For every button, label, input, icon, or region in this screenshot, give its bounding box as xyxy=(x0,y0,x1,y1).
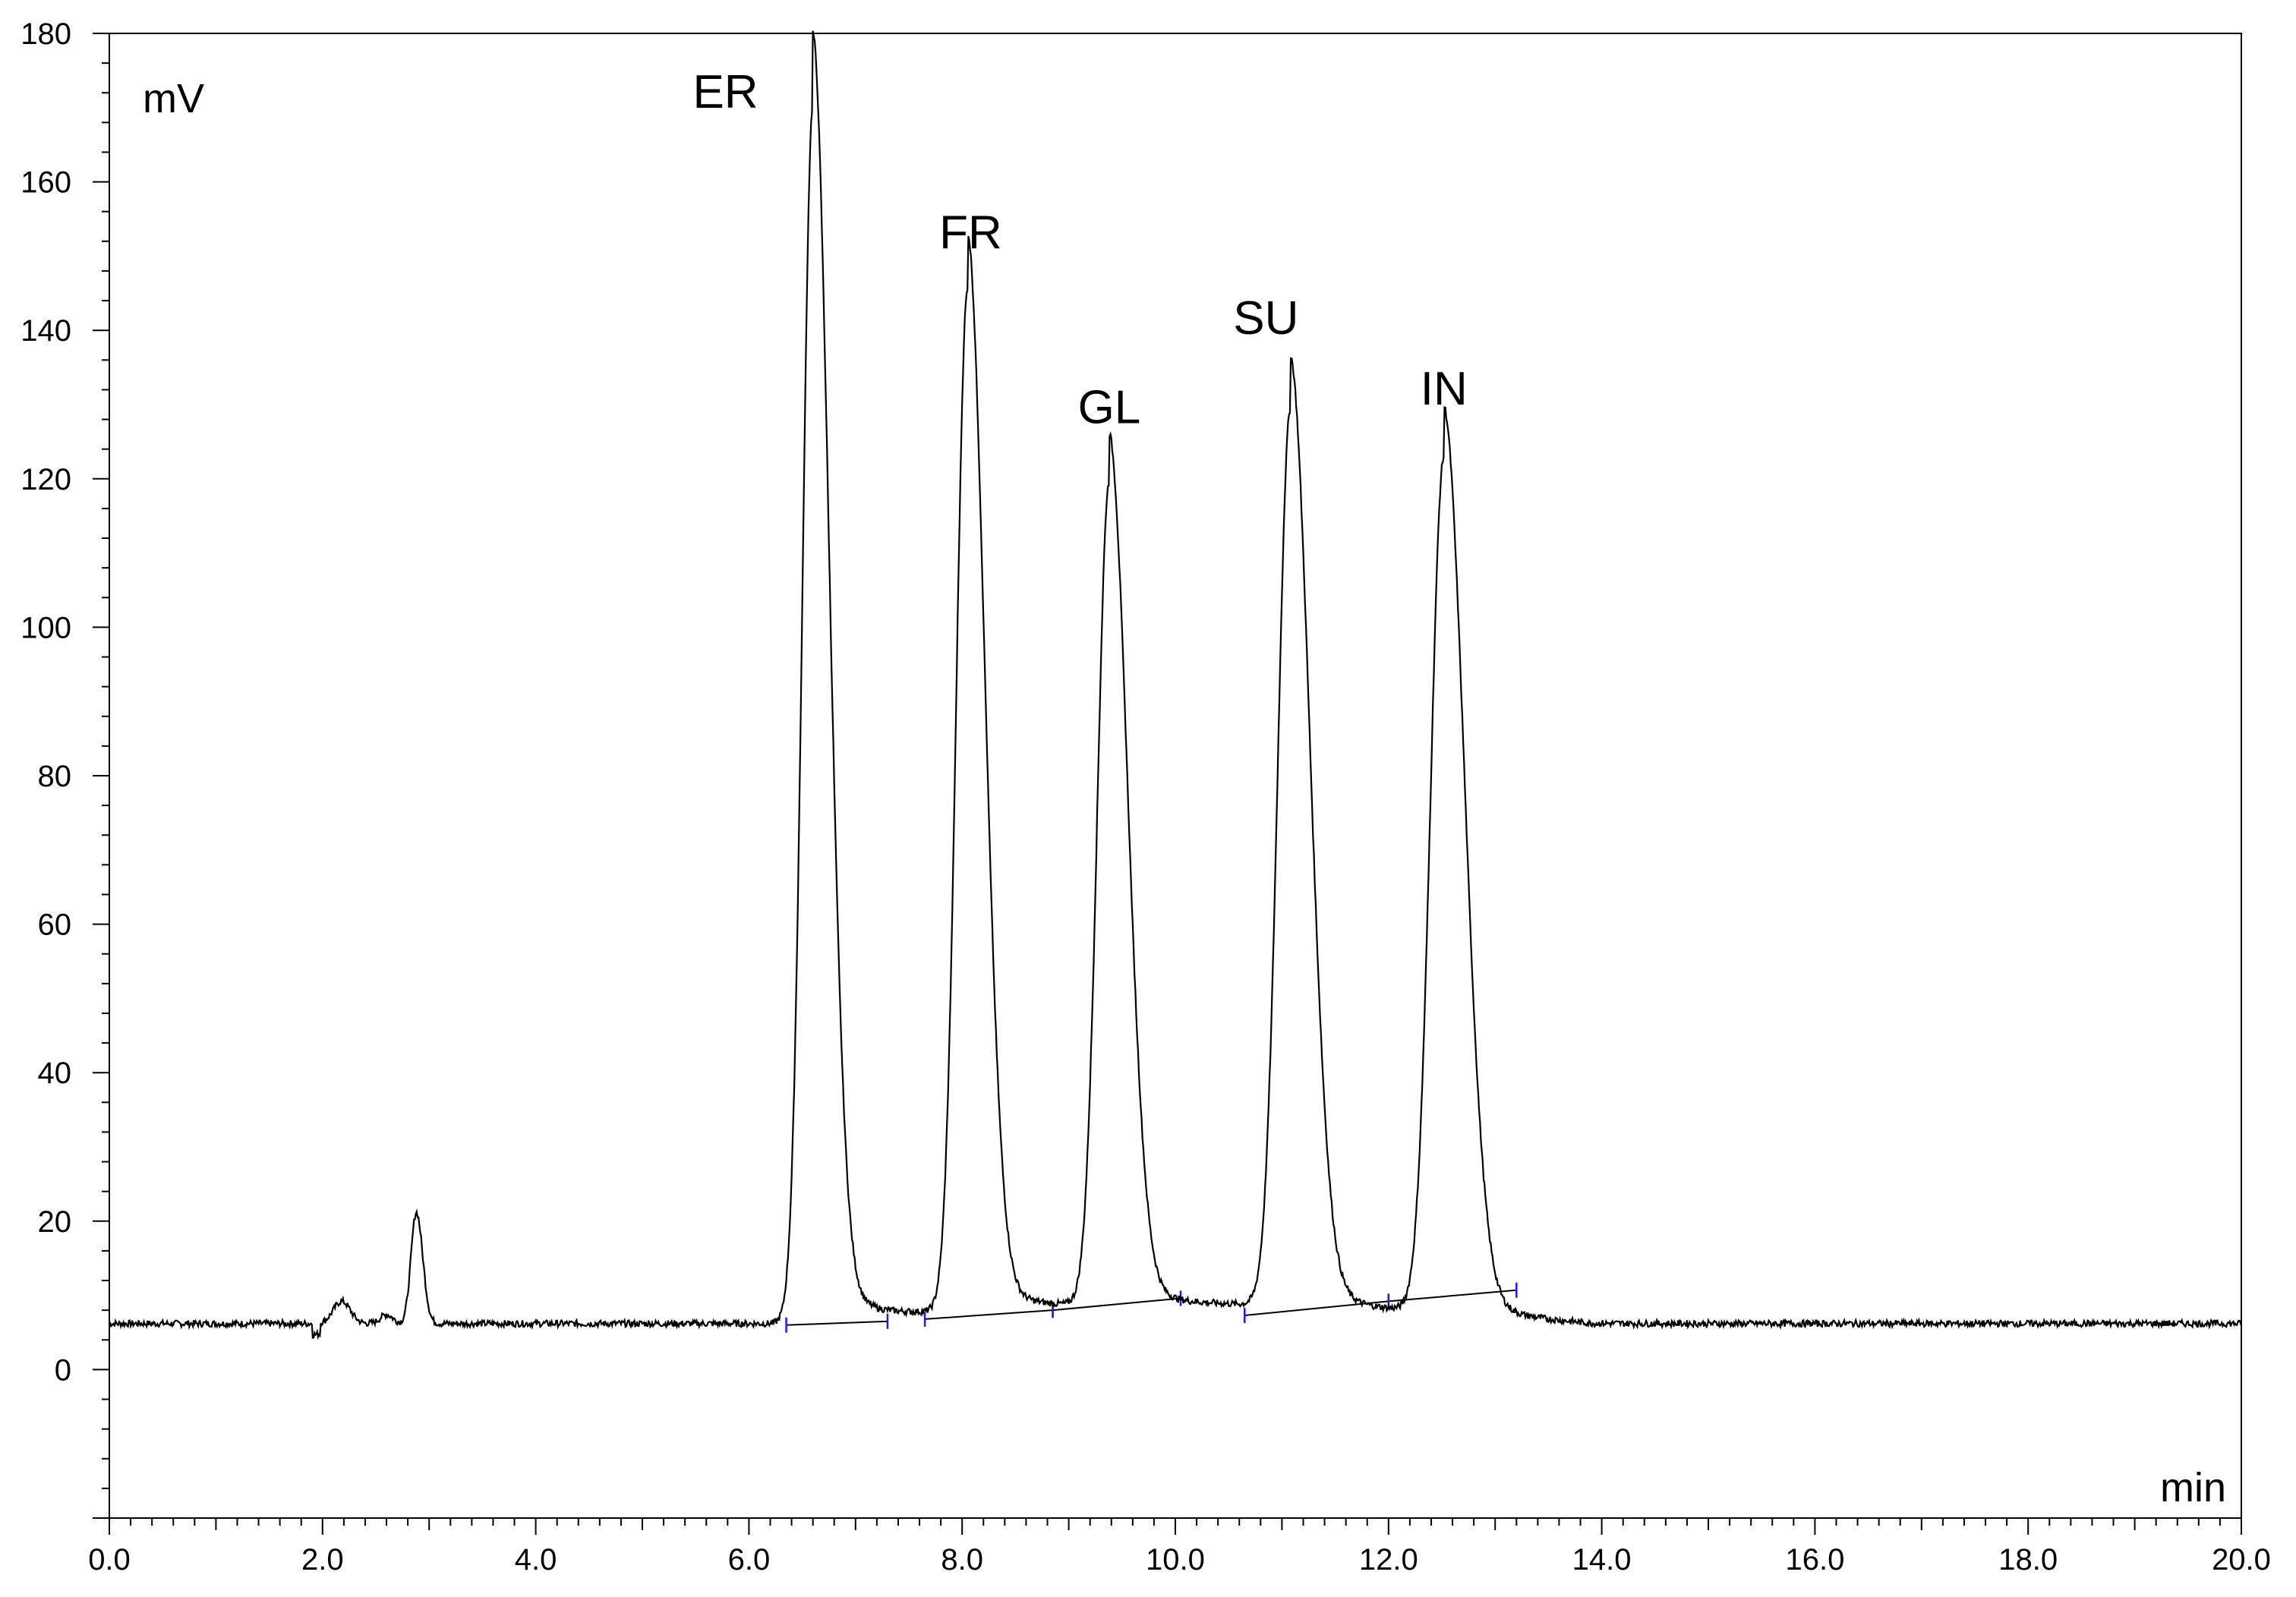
integration-baselines xyxy=(785,1282,1518,1333)
axis-ticks xyxy=(93,33,2242,1535)
y-axis-unit-label: mV xyxy=(143,76,204,121)
peak-label-er: ER xyxy=(692,66,758,118)
peak-label-in: IN xyxy=(1421,363,1468,415)
peak-label-gl: GL xyxy=(1078,381,1141,433)
x-tick-label: 16.0 xyxy=(1785,1543,1844,1577)
x-tick-label: 4.0 xyxy=(515,1543,557,1577)
x-tick-label: 12.0 xyxy=(1359,1543,1418,1577)
peak-label-su: SU xyxy=(1233,292,1298,345)
x-tick-label: 2.0 xyxy=(301,1543,344,1577)
x-tick-label: 0.0 xyxy=(88,1543,131,1577)
integration-baseline xyxy=(786,1320,888,1326)
x-axis-unit-label: min xyxy=(2160,1465,2226,1510)
x-tick-label: 6.0 xyxy=(728,1543,771,1577)
x-tick-label: 14.0 xyxy=(1572,1543,1632,1577)
integration-baseline xyxy=(924,1309,1053,1320)
y-tick-label: 60 xyxy=(38,909,72,942)
x-tick-label: 10.0 xyxy=(1146,1543,1205,1577)
y-tick-label: 40 xyxy=(38,1057,72,1090)
chromatogram-trace xyxy=(109,30,2243,1340)
y-tick-label: 140 xyxy=(20,314,71,348)
integration-baseline xyxy=(1388,1289,1517,1302)
y-tick-label: 100 xyxy=(20,611,71,644)
y-tick-label: 0 xyxy=(55,1353,71,1387)
y-tick-label: 180 xyxy=(20,17,71,51)
integration-baseline xyxy=(1244,1300,1389,1317)
peak-labels: ER FR GL SU IN xyxy=(692,66,1467,434)
y-tick-label: 20 xyxy=(38,1205,72,1239)
x-tick-label: 20.0 xyxy=(2212,1543,2271,1577)
y-tick-label: 80 xyxy=(38,760,72,793)
integration-baseline xyxy=(1052,1297,1181,1312)
y-tick-label: 120 xyxy=(20,463,71,496)
tick-labels: 0.0 2.0 4.0 6.0 8.0 10.0 12.0 14.0 16.0 18.0 20.0 0… xyxy=(20,17,2271,1577)
x-tick-label: 8.0 xyxy=(941,1543,983,1577)
y-tick-label: 160 xyxy=(20,166,71,200)
peak-label-fr: FR xyxy=(939,207,1002,260)
x-tick-label: 18.0 xyxy=(1998,1543,2058,1577)
